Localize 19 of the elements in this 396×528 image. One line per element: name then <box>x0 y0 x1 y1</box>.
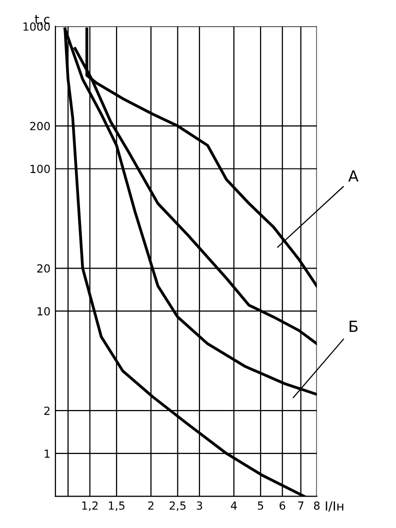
x-tick-label: 2 <box>148 501 154 510</box>
x-tick-label: 8 <box>314 501 320 510</box>
x-tick-label: 5 <box>258 502 264 510</box>
x-axis-title: I/Iн <box>326 501 344 512</box>
text: А <box>348 170 358 182</box>
y-tick-label: 1 <box>44 450 50 458</box>
y-tick-label: 200 <box>30 122 50 130</box>
y-tick-label: 20 <box>37 264 50 273</box>
x-tick-label: 7 <box>298 502 304 510</box>
y-tick-label: 100 <box>30 164 50 174</box>
y-tick-label: 2 <box>44 406 50 415</box>
x-tick-label: 1,5 <box>108 502 124 511</box>
x-tick-label: 3 <box>196 501 202 510</box>
x-tick-label: 6 <box>280 501 286 510</box>
text: Б <box>350 320 358 332</box>
y-tick-label: 10 <box>38 307 50 316</box>
x-tick-label: 2,5 <box>170 501 186 511</box>
x-tick-label: 1,2 <box>82 501 98 511</box>
x-tick-label: 4 <box>230 502 237 510</box>
